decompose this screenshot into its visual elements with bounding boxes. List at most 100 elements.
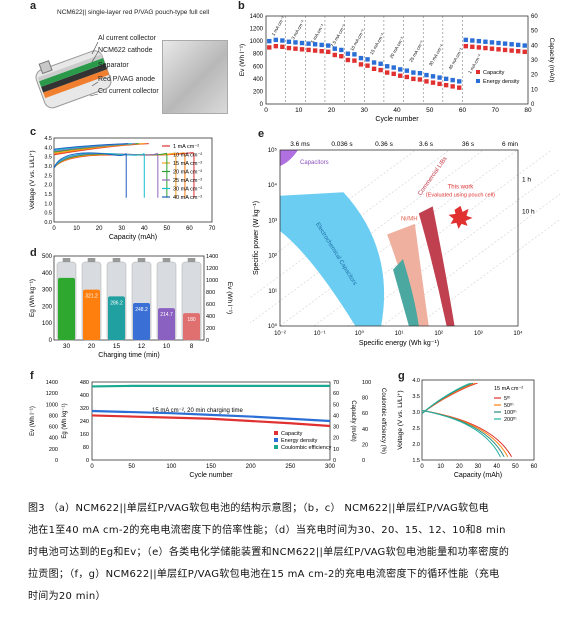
chart-b-point-capacity: [437, 81, 442, 87]
chart-b-xtick: 20: [328, 107, 336, 114]
chart-e-xtick: 10²: [434, 331, 443, 337]
chart-b-point-energy: [404, 68, 410, 73]
chart-e-this-work-star: [448, 205, 473, 229]
chart-f-ytick: 600: [49, 425, 58, 431]
chart-g-series-discharge: [421, 409, 501, 458]
chart-e-xtick: 10⁻¹: [314, 331, 326, 337]
chart-d-y2tick: 1400: [206, 254, 218, 260]
chart-b-rate-label: 25 mA cm⁻²: [408, 39, 425, 63]
caption-line-4: 拉贡图；（f，g）NCM622||单层红P/VAG软包电池在15 mA cm-2…: [28, 569, 500, 580]
chart-d-bar: [133, 303, 150, 340]
chart-b-point-capacity: [489, 46, 495, 51]
chart-b-point-energy: [358, 55, 364, 61]
chart-b-y2tick: 50: [531, 29, 538, 35]
chart-d-y2tick: 800: [206, 290, 215, 296]
chart-f-ytick-mid: 0: [86, 458, 89, 464]
chart-f-series-line: [91, 409, 331, 423]
chart-b-point-capacity: [483, 45, 488, 51]
chart-d-bar-label: 214.7: [160, 312, 173, 318]
chart-e-right-time: 1 h: [522, 177, 531, 184]
chart-f-ytick: 1200: [46, 391, 58, 397]
chart-c-xtick: 30: [118, 226, 125, 232]
chart-b-rate-label: 20 mA cm⁻²: [389, 36, 406, 60]
chart-g-ytick: 2.0: [412, 442, 420, 448]
chart-f-xtick: 200: [246, 464, 257, 470]
chart-c-xlabel: Capacity (mAh): [109, 234, 157, 241]
chart-b-point-capacity: [443, 82, 449, 88]
chart-b-y2tick: 20: [531, 73, 538, 79]
chart-b-point-energy: [450, 77, 455, 83]
chart-g-ylabel: Voltage (V vs. Li/Li⁺): [397, 390, 404, 449]
chart-c-series-line: [53, 152, 186, 198]
panel-f-letter: f: [30, 370, 34, 382]
chart-g-series-discharge: [421, 409, 513, 458]
chart-f-ytick-mid: 240: [80, 419, 89, 425]
chart-b-xtick: 80: [524, 107, 532, 114]
chart-f-series-line: [91, 414, 331, 428]
chart-g-ytick: 3.5: [412, 394, 420, 400]
chart-g-xtick: 20: [456, 464, 463, 470]
panel-g-letter: g: [398, 370, 405, 382]
chart-f-ytick-mid: 480: [80, 380, 89, 386]
chart-b-point-energy: [339, 47, 344, 53]
chart-b-rate-label: 30 mA cm⁻²: [428, 43, 445, 67]
chart-e-top-time: 3.6 ms: [290, 141, 310, 148]
chart-c-series-line: [53, 152, 168, 198]
chart-e-time-diagonal: [347, 168, 560, 327]
chart-c-frame: [53, 137, 213, 223]
chart-d-y2tick: 600: [206, 302, 215, 308]
caption-line-2: 池在1至40 mA cm-2的充电电流密度下的倍率性能；（d）当充电时间为30、…: [28, 525, 506, 536]
chart-d-y2tick: 1200: [206, 266, 218, 272]
label-al-collector: Al current collector: [98, 35, 156, 42]
chart-b-xtick: 60: [459, 107, 467, 114]
caption-line-3: 时电池可达到的Eg和Ev；（e）各类电化学储能装置和NCM622||单层红P/V…: [28, 547, 510, 558]
chart-d-ylabel-right: Ev (Wh l⁻¹): [226, 282, 233, 314]
chart-e-region-pbo2: [393, 259, 419, 326]
chart-b-point-energy: [430, 74, 436, 79]
chart-e-this-work-note: (Evaluated using pouch cell): [426, 193, 495, 199]
chart-b-point-capacity: [391, 71, 396, 77]
chart-f-y2tick: 20: [333, 436, 339, 442]
chart-c-ytick: 0.0: [44, 220, 52, 226]
chart-b-point-capacity: [358, 62, 364, 67]
chart-b-point-energy: [398, 67, 403, 72]
panel-c-letter: c: [30, 126, 37, 138]
chart-c-legend-label: 25 mA cm⁻²: [173, 178, 202, 184]
chart-b-point-energy: [332, 46, 337, 51]
chart-b-point-energy: [352, 52, 357, 57]
label-anode: Red P/VAG anode: [98, 76, 156, 83]
chart-b-point-energy: [476, 38, 482, 44]
chart-e-ytick: 10³: [268, 218, 277, 224]
chart-e-frame: [279, 149, 519, 327]
chart-f-y2tick: 60: [333, 391, 339, 397]
chart-f-ytick-mid: 400: [80, 393, 89, 399]
chart-c-ytick: 3.0: [44, 164, 52, 170]
chart-d-xtick: 20: [88, 343, 96, 350]
chart-b-xlabel: Cycle number: [375, 116, 419, 123]
chart-f-ytick: 0: [55, 458, 58, 464]
chart-e-region-label-nimh: Ni/MH: [401, 216, 418, 222]
chart-f-ytick: 1000: [46, 402, 58, 408]
chart-e-right-time: 10 h: [522, 208, 535, 215]
chart-b-point-energy: [365, 57, 370, 62]
chart-f-series-line: [91, 384, 330, 388]
chart-b-point-energy: [424, 72, 429, 78]
chart-b-y2tick: 40: [531, 43, 538, 49]
panel-e-letter: e: [258, 128, 265, 140]
chart-d-bar: [158, 308, 175, 340]
chart-f-annotation: 15 mA cm⁻², 20 min charging time: [152, 408, 244, 414]
chart-b-point-capacity: [417, 77, 423, 82]
chart-f-legend-marker: [274, 438, 278, 442]
chart-e-ytick: 10¹: [268, 289, 277, 295]
chart-d-ytick: 300: [42, 288, 53, 294]
caption-line-1: 图3 （a）NCM622||单层红P/VAG软包电池的结构示意图；（b，c） N…: [28, 503, 489, 514]
chart-g-xtick: 0: [420, 464, 424, 470]
chart-f-ytick: 400: [49, 436, 58, 442]
chart-b-ylabel: Ev (Wh l⁻¹): [239, 44, 246, 76]
chart-g-legend-label: 100ᵗʰ: [504, 409, 517, 416]
chart-d-xtick: 12: [138, 343, 146, 350]
chart-g-ytick: 2.5: [412, 426, 420, 432]
chart-b-point-capacity: [280, 44, 285, 49]
chart-f-ytick-mid: 160: [80, 432, 89, 438]
chart-g-legend-label: 200ᵗʰ: [504, 416, 517, 423]
